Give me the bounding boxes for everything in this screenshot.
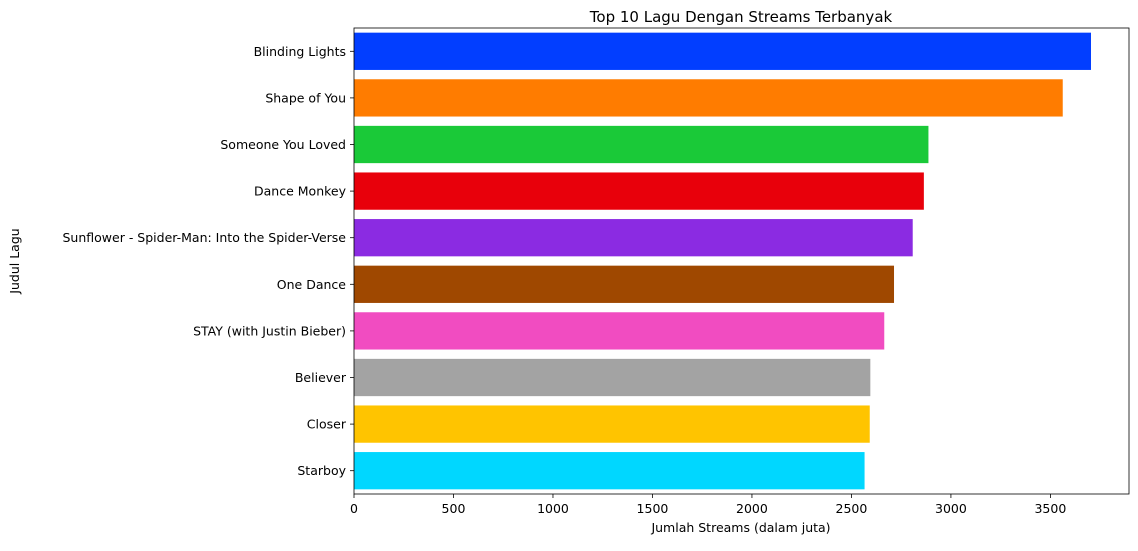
bar-9 <box>354 452 865 490</box>
y-axis-ticks: Blinding Lights Shape of You Someone You L… <box>63 44 354 478</box>
bar-3 <box>354 172 924 210</box>
x-tick-label: 3000 <box>935 501 967 516</box>
bar-4 <box>354 219 913 257</box>
x-tick-label: 2000 <box>736 501 768 516</box>
bars-group <box>354 32 1091 490</box>
bar-1 <box>354 79 1063 117</box>
bar-5 <box>354 265 895 303</box>
y-tick-label: Believer <box>295 370 347 385</box>
bar-6 <box>354 312 885 350</box>
y-tick-label: Closer <box>307 417 347 432</box>
bar-7 <box>354 358 871 397</box>
bar-0 <box>354 32 1091 70</box>
y-tick-label: One Dance <box>277 277 347 292</box>
y-tick-label: Blinding Lights <box>254 44 346 59</box>
x-tick-label: 3500 <box>1034 501 1066 516</box>
x-tick-label: 500 <box>442 501 466 516</box>
y-tick-label: Dance Monkey <box>254 184 347 199</box>
y-tick-label: Sunflower - Spider-Man: Into the Spider-… <box>63 230 347 245</box>
x-axis-ticks: 0 500 1000 1500 2000 2500 3000 3500 <box>350 494 1066 516</box>
chart-title: Top 10 Lagu Dengan Streams Terbanyak <box>589 8 893 26</box>
x-tick-label: 1500 <box>637 501 669 516</box>
x-axis-label: Jumlah Streams (dalam juta) <box>650 520 830 535</box>
x-tick-label: 2500 <box>836 501 868 516</box>
x-tick-label: 0 <box>350 501 358 516</box>
y-axis-label: Judul Lagu <box>7 228 22 294</box>
bar-2 <box>354 125 929 164</box>
y-tick-label: STAY (with Justin Bieber) <box>193 323 346 338</box>
y-tick-label: Starboy <box>297 463 346 478</box>
x-tick-label: 1000 <box>537 501 569 516</box>
y-tick-label: Someone You Loved <box>220 137 346 152</box>
y-tick-label: Shape of You <box>265 90 346 105</box>
bar-8 <box>354 405 870 443</box>
plot-frame <box>353 27 1130 495</box>
